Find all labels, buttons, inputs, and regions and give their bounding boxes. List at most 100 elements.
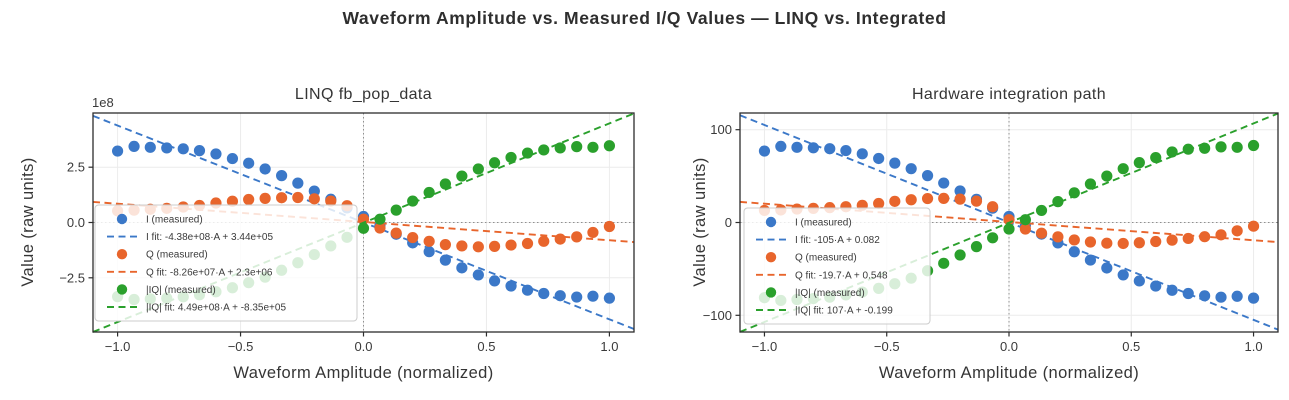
- data-point: [824, 143, 836, 155]
- data-point: [1117, 269, 1129, 281]
- data-point: [210, 148, 222, 160]
- data-point: [374, 213, 386, 225]
- x-tick-label: 1.0: [1245, 339, 1263, 354]
- data-point: [938, 177, 950, 189]
- data-point: [873, 197, 885, 210]
- data-point: [1133, 275, 1145, 287]
- data-point: [840, 144, 852, 157]
- data-point: [1117, 163, 1129, 175]
- data-point: [292, 177, 304, 189]
- data-point: [1215, 141, 1227, 153]
- data-point: [505, 239, 517, 251]
- data-point: [128, 140, 140, 153]
- data-point: [505, 280, 517, 292]
- data-point: [488, 157, 501, 169]
- data-point: [554, 233, 566, 245]
- data-point: [889, 195, 901, 207]
- data-point: [1052, 231, 1064, 243]
- legend-entry-label: |IQ| fit: 4.49e+08·A + -8.35e+05: [146, 303, 286, 314]
- data-point: [1101, 237, 1113, 249]
- data-point: [970, 195, 983, 207]
- data-point: [954, 249, 966, 261]
- right-x-axis-label: Waveform Amplitude (normalized): [878, 364, 1140, 382]
- data-point: [276, 192, 288, 204]
- figure-title: Waveform Amplitude vs. Measured I/Q Valu…: [342, 8, 947, 28]
- left-x-axis-label: Waveform Amplitude (normalized): [233, 364, 494, 382]
- legend-entry-label: Q (measured): [146, 250, 208, 261]
- legend-marker-dot: [116, 249, 128, 260]
- data-point: [226, 195, 239, 207]
- data-point: [603, 292, 616, 304]
- data-point: [259, 163, 271, 175]
- data-point: [1247, 220, 1260, 232]
- legend-entry-label: |IQ| (measured): [146, 285, 216, 296]
- data-point: [1101, 262, 1113, 274]
- legend-entry-label: Q (measured): [795, 253, 857, 264]
- data-point: [407, 195, 419, 207]
- data-point: [1166, 284, 1178, 296]
- data-point: [1231, 225, 1243, 237]
- data-point: [889, 157, 901, 169]
- x-tick-label: −0.5: [228, 339, 254, 354]
- legend: I (measured) I fit: -4.38e+08·A + 3.44e+0…: [94, 204, 358, 322]
- data-point: [1117, 237, 1129, 250]
- data-point: [521, 147, 534, 159]
- x-tick-label: 0.5: [1122, 339, 1140, 354]
- data-point: [226, 152, 239, 165]
- data-point: [856, 148, 868, 160]
- data-point: [1133, 157, 1145, 169]
- data-point: [488, 275, 501, 287]
- data-point: [505, 151, 517, 164]
- legend-marker-dot: [765, 216, 777, 228]
- legend-marker-dot: [765, 287, 777, 298]
- data-point: [521, 237, 534, 250]
- data-point: [987, 201, 999, 213]
- data-point: [259, 192, 271, 204]
- data-point: [472, 241, 484, 253]
- data-point: [571, 231, 583, 243]
- data-point: [308, 193, 320, 205]
- data-point: [488, 240, 501, 252]
- y-tick-label: 0.0: [67, 215, 85, 230]
- data-point: [938, 257, 950, 269]
- legend-entry-label: I fit: -4.38e+08·A + 3.44e+05: [146, 232, 273, 243]
- data-point: [1166, 146, 1178, 158]
- data-point: [439, 178, 451, 190]
- data-point: [571, 291, 583, 303]
- data-point: [1035, 227, 1048, 239]
- data-point: [1231, 141, 1243, 153]
- data-point: [1068, 234, 1080, 246]
- x-tick-label: 0.0: [1000, 339, 1018, 354]
- data-point: [1068, 187, 1080, 199]
- data-point: [905, 163, 917, 175]
- data-point: [243, 157, 255, 169]
- data-point: [1215, 291, 1227, 303]
- legend-box: [743, 207, 931, 325]
- data-point: [1101, 170, 1113, 182]
- data-point: [938, 192, 950, 204]
- data-point: [1247, 292, 1260, 304]
- data-point: [1019, 223, 1031, 235]
- legend-marker-dot: [116, 284, 128, 295]
- legend-marker-dot: [116, 213, 128, 225]
- data-point: [1150, 280, 1162, 292]
- data-point: [472, 163, 484, 175]
- data-point: [1003, 223, 1015, 235]
- data-point: [292, 191, 304, 204]
- legend-box: [94, 204, 358, 322]
- data-point: [1084, 178, 1097, 190]
- x-tick-label: 0.5: [477, 339, 495, 354]
- legend-entry-label: Q fit: -8.26e+07·A + 2.3e+06: [146, 267, 273, 278]
- data-point: [587, 290, 599, 302]
- data-point: [1084, 254, 1097, 266]
- y-tick-label: 2.5: [67, 160, 85, 175]
- data-point: [1084, 236, 1097, 248]
- data-point: [587, 226, 599, 239]
- data-point: [1150, 235, 1162, 248]
- data-point: [921, 170, 934, 182]
- left-axis-offset-label: 1e8: [92, 95, 114, 110]
- data-point: [243, 193, 255, 206]
- legend-entry-label: |IQ| fit: 107·A + -0.199: [795, 306, 893, 317]
- data-point: [423, 186, 435, 199]
- data-point: [423, 235, 435, 247]
